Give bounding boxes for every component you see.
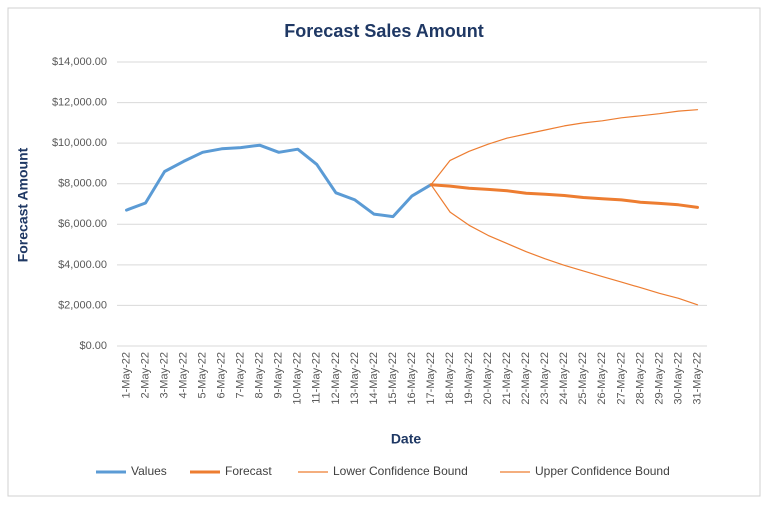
legend-label: Values [131,464,167,478]
x-tick-label: 28-May-22 [634,352,646,405]
y-tick-label: $6,000.00 [58,218,107,230]
y-tick-label: $12,000.00 [52,96,107,108]
series-line [125,143,433,219]
x-tick-label: 18-May-22 [444,352,456,405]
legend-label: Forecast [225,464,272,478]
x-tick-label: 19-May-22 [463,352,475,405]
x-tick-label: 29-May-22 [653,352,665,405]
x-tick-label: 26-May-22 [596,352,608,405]
y-tick-label: $2,000.00 [58,299,107,311]
x-tick-label: 10-May-22 [292,352,304,405]
x-tick-label: 4-May-22 [178,352,190,398]
x-tick-label: 24-May-22 [558,352,570,405]
x-tick-label: 31-May-22 [691,352,703,405]
x-tick-label: 30-May-22 [672,352,684,405]
x-tick-label: 21-May-22 [501,352,513,405]
x-tick-label: 1-May-22 [120,352,132,398]
x-tick-label: 5-May-22 [197,352,209,398]
x-axis-title: Date [391,431,422,447]
x-tick-label: 23-May-22 [539,352,551,405]
x-tick-label: 9-May-22 [273,352,285,398]
x-tick-label: 27-May-22 [615,352,627,405]
x-tick-label: 15-May-22 [387,352,399,405]
y-tick-label: $4,000.00 [58,259,107,271]
x-tick-label: 22-May-22 [520,352,532,405]
x-tick-label: 7-May-22 [235,352,247,398]
x-tick-label: 17-May-22 [425,352,437,405]
x-tick-label: 25-May-22 [577,352,589,405]
y-tick-label: $14,000.00 [52,56,107,68]
x-tick-label: 20-May-22 [482,352,494,405]
x-tick-label: 3-May-22 [158,352,170,398]
y-tick-label: $8,000.00 [58,178,107,190]
x-tick-label: 8-May-22 [254,352,266,398]
x-tick-label: 11-May-22 [311,352,323,404]
x-tick-label: 13-May-22 [349,352,361,405]
x-tick-label: 2-May-22 [139,352,151,398]
chart-border [7,7,761,497]
series-line [429,183,699,209]
series-line [430,109,699,186]
legend-label: Upper Confidence Bound [535,464,670,478]
y-tick-label: $10,000.00 [52,137,107,149]
x-tick-label: 6-May-22 [216,352,228,398]
x-tick-label: 16-May-22 [406,352,418,405]
y-tick-label: $0.00 [79,340,107,352]
x-tick-label: 14-May-22 [368,352,380,405]
y-axis-title: Forecast Amount [15,147,31,262]
chart-title: Forecast Sales Amount [284,21,483,41]
legend-label: Lower Confidence Bound [333,464,468,478]
series-line [430,184,699,306]
x-tick-label: 12-May-22 [330,352,342,405]
